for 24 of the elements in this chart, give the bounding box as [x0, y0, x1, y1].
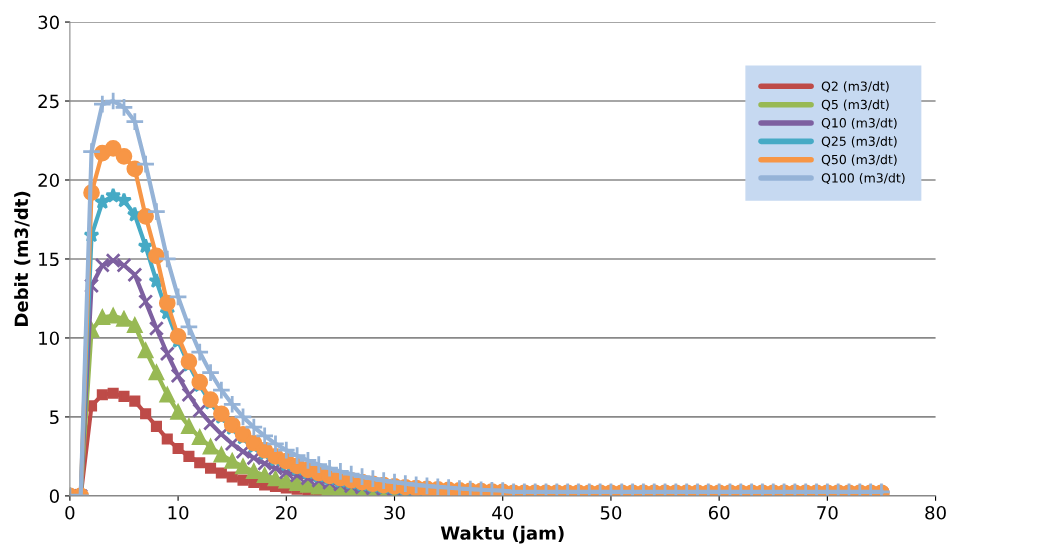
y-tick-label: 30	[38, 15, 59, 30]
x-tick-label: 40	[492, 505, 514, 520]
x-tick-label: 20	[276, 505, 297, 520]
x-tick-label: 60	[708, 505, 730, 520]
y-tick-label: 5	[50, 410, 59, 425]
x-tick-label: 80	[925, 505, 946, 520]
x-tick-label: 50	[600, 505, 622, 520]
y-tick-label: 10	[39, 331, 59, 346]
x-tick-label: 10	[168, 505, 189, 520]
y-tick-label: 25	[38, 94, 59, 109]
legend-label: Q5 (m3/dt)	[821, 99, 889, 111]
y-tick-label: 15	[39, 252, 59, 267]
legend-label: Q10 (m3/dt)	[821, 117, 897, 130]
x-axis-title: Waktu (jam)	[440, 525, 564, 544]
y-axis-title: Debit (m3/dt)	[14, 191, 31, 326]
y-tick-label: 20	[38, 173, 59, 188]
x-tick-label: 0	[65, 505, 75, 520]
x-tick-label: 30	[384, 505, 405, 520]
y-tick-label: 0	[49, 489, 59, 504]
x-tick-label: 70	[817, 505, 838, 520]
legend-label: Q25 (m3/dt)	[821, 136, 897, 148]
legend-label: Q100 (m3/dt)	[821, 172, 905, 185]
legend-label: Q50 (m3/dt)	[821, 154, 897, 166]
legend-label: Q2 (m3/dt)	[821, 81, 889, 93]
